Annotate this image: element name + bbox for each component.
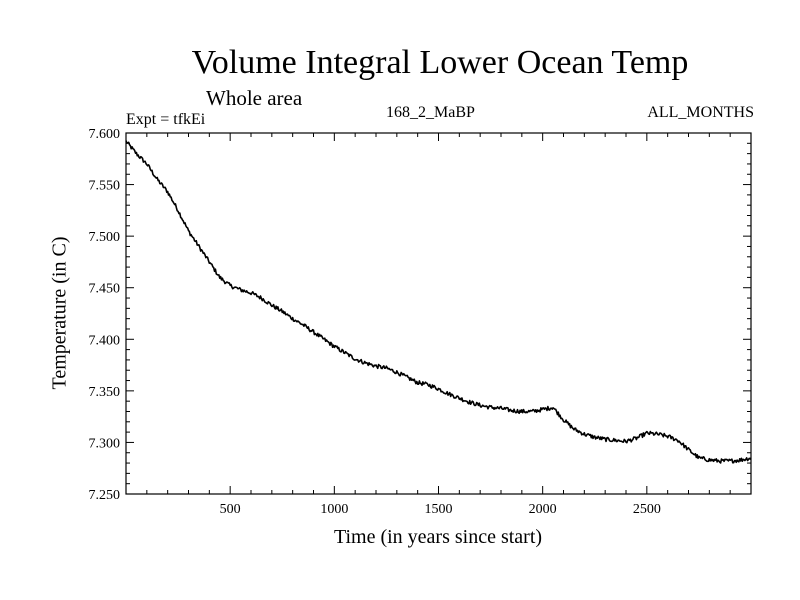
months-label: ALL_MONTHS — [647, 104, 754, 121]
y-tick-label: 7.500 — [89, 230, 121, 245]
x-tick-label: 1500 — [425, 502, 453, 517]
y-tick-label: 7.400 — [89, 333, 121, 348]
y-tick-label: 7.300 — [89, 436, 121, 451]
experiment-label: Expt = tfkEi — [126, 111, 206, 128]
x-tick-label: 2500 — [633, 502, 661, 517]
y-tick-label: 7.450 — [89, 282, 121, 297]
y-tick-label: 7.600 — [89, 127, 121, 142]
plot-frame — [125, 132, 752, 495]
x-tick-label: 2000 — [529, 502, 557, 517]
run-code-label: 168_2_MaBP — [386, 104, 475, 121]
chart-title: Volume Integral Lower Ocean Temp — [191, 44, 689, 81]
chart-subtitle: Whole area — [206, 86, 303, 110]
series-layer — [125, 140, 752, 464]
y-tick-label: 7.350 — [89, 385, 121, 400]
series-line — [125, 140, 752, 464]
x-tick-label: 1000 — [320, 502, 348, 517]
x-tick-label: 500 — [220, 502, 241, 517]
y-tick-label: 7.550 — [89, 179, 121, 194]
ticks-layer: 500 1000 1500 2000 2500 7.250 7.300 7.350 7.400 7… — [89, 127, 751, 517]
x-axis-label: Time (in years since start) — [333, 526, 543, 548]
y-tick-label: 7.250 — [89, 488, 121, 503]
